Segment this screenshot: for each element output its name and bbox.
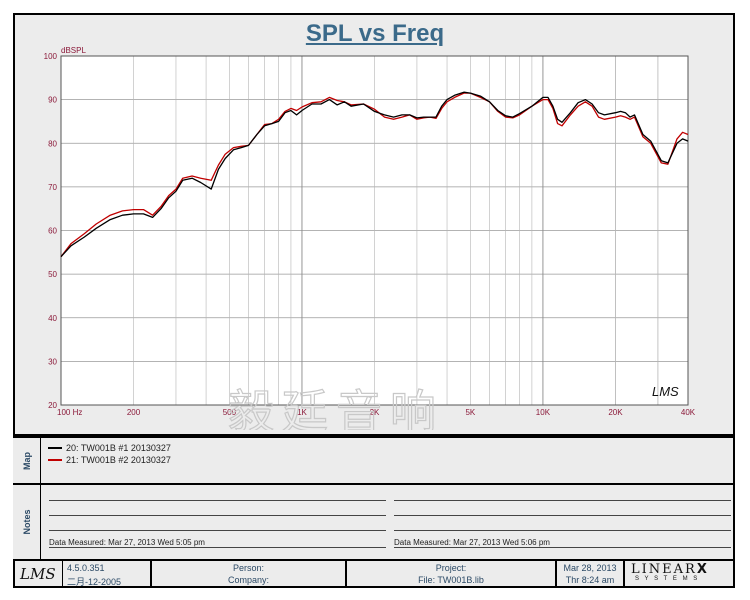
notes-tab[interactable]: Notes <box>13 485 41 559</box>
y-tick-label: 60 <box>48 227 57 236</box>
y-tick-label: 20 <box>48 401 57 410</box>
note-line <box>49 515 386 516</box>
divider <box>13 559 735 561</box>
notes-tab-label: Notes <box>21 509 32 535</box>
footer-project-cell: Project: File: TW001B.lib <box>345 561 555 587</box>
y-tick-label: 30 <box>48 357 57 366</box>
map-tab[interactable]: Map <box>13 438 41 483</box>
footer-build-date: 二月-12-2005 <box>67 577 122 587</box>
legend-label-2: 21: TW001B #2 20130327 <box>66 455 171 465</box>
footer-file: File: TW001B.lib <box>418 575 484 585</box>
divider <box>13 436 735 438</box>
legend-swatch-1 <box>48 447 62 449</box>
note-line <box>49 547 386 548</box>
y-axis-label: dBSPL <box>61 46 86 55</box>
x-tick-label: 10K <box>536 408 551 417</box>
series-layer <box>60 91 689 258</box>
y-tick-label: 80 <box>48 139 57 148</box>
footer-version-cell: 4.5.0.351 二月-12-2005 <box>62 561 150 587</box>
brand-sub: S Y S T E M S <box>635 576 700 582</box>
legend-swatch-2 <box>48 459 62 461</box>
x-tick-label: 500 <box>223 408 237 417</box>
note-measured-1: Data Measured: Mar 27, 2013 Wed 5:05 pm <box>49 538 205 547</box>
note-line <box>394 547 731 548</box>
x-tick-labels: 100 Hz 200 500 1K 2K 5K 10K 20K 40K <box>57 408 696 417</box>
y-tick-label: 70 <box>48 183 57 192</box>
y-tick-label: 50 <box>48 270 57 279</box>
legend-entry-1: 20: TW001B #1 20130327 <box>48 443 171 453</box>
x-tick-label: 1K <box>297 408 307 417</box>
y-tick-label: 40 <box>48 314 57 323</box>
footer-date-cell: Mar 28, 2013 Thr 8:24 am <box>555 561 623 587</box>
x-tick-label: 2K <box>370 408 380 417</box>
footer-person: Person: <box>232 563 265 573</box>
legend-label-1: 20: TW001B #1 20130327 <box>66 443 171 453</box>
note-line <box>394 530 731 531</box>
x-tick-label: 5K <box>465 408 475 417</box>
footer-date: Mar 28, 2013 <box>563 563 617 573</box>
series-line-1 <box>60 91 689 258</box>
map-tab-label: Map <box>21 451 32 470</box>
footer-time: Thr 8:24 am <box>565 575 615 585</box>
divider <box>13 483 735 485</box>
brand-text: LINEAR <box>631 562 697 577</box>
x-tick-label: 20K <box>608 408 623 417</box>
y-tick-label: 90 <box>48 96 57 105</box>
note-line <box>49 500 386 501</box>
chart-title: SPL vs Freq <box>305 20 445 47</box>
legend-entry-2: 21: TW001B #2 20130327 <box>48 455 171 465</box>
footer-version: 4.5.0.351 <box>67 563 105 573</box>
footer-lms-logo: LMS <box>20 565 56 583</box>
y-tick-label: 100 <box>44 52 58 61</box>
note-line <box>394 500 731 501</box>
plot-lms-logo: LMS <box>652 384 679 399</box>
spl-frequency-chart: dBSPL 100 90 80 70 60 50 40 30 20 100 Hz 200 500 1K… <box>44 46 696 430</box>
x-tick-label: 100 Hz <box>57 408 82 417</box>
footer-project: Project: <box>435 563 467 573</box>
note-line <box>394 515 731 516</box>
linearx-logo: LINEARX <box>631 562 709 577</box>
footer-company: Company: <box>227 575 270 585</box>
series-line-2 <box>60 92 689 258</box>
x-tick-label: 40K <box>681 408 696 417</box>
note-line <box>49 530 386 531</box>
brand-x: X <box>696 562 709 577</box>
plot-border <box>60 55 689 406</box>
y-tick-labels: 100 90 80 70 60 50 40 30 20 <box>44 52 58 410</box>
footer-brand-cell: LINEARX S Y S T E M S <box>623 561 735 587</box>
watermark: 毅廷音响 <box>228 386 444 430</box>
x-tick-label: 200 <box>127 408 141 417</box>
footer-person-cell: Person: Company: <box>150 561 345 587</box>
note-measured-2: Data Measured: Mar 27, 2013 Wed 5:06 pm <box>394 538 550 547</box>
